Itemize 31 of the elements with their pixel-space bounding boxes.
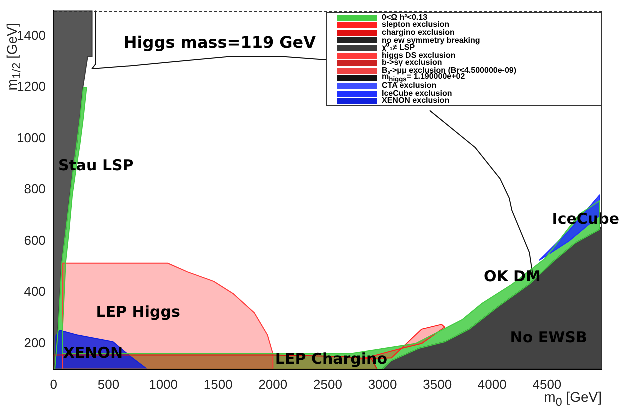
legend-label: b->sγ exclusion bbox=[382, 58, 442, 68]
y-tick-label: 1200 bbox=[17, 79, 46, 94]
text: Higgs mass=119 GeV bbox=[124, 32, 316, 52]
annotation: No EWSB bbox=[510, 328, 588, 346]
legend-label: chargino exclusion bbox=[382, 28, 455, 37]
x-axis-title: m$_{0}$ [GeV] bbox=[544, 389, 602, 410]
legend-label: slepton exclusion bbox=[382, 20, 450, 30]
x-tick-label: 3500 bbox=[423, 376, 452, 392]
legend-label: higgs DS exclusion bbox=[382, 50, 456, 60]
legend-label: no ew symmetry breaking bbox=[382, 36, 480, 45]
x-tick-label: 0 bbox=[50, 376, 58, 392]
legend-label: IceCube exclusion bbox=[382, 88, 452, 98]
x-tick-label: 500 bbox=[98, 376, 120, 392]
y-tick-label: 200 bbox=[24, 335, 46, 350]
x-tick-label: 1500 bbox=[204, 376, 233, 392]
x-tick-label: 2000 bbox=[258, 376, 288, 392]
y-tick-label: 1400 bbox=[17, 28, 46, 43]
x-tick-label: 2500 bbox=[314, 376, 342, 392]
y-tick-label: 600 bbox=[24, 232, 46, 248]
legend-label: 0<Ω h²<0.13 bbox=[382, 12, 428, 22]
x-tick-label: 1000 bbox=[149, 376, 178, 392]
y-tick-label: 400 bbox=[24, 284, 46, 300]
x-tick-label: 4500 bbox=[532, 376, 562, 392]
annotation: LEP Higgs bbox=[96, 302, 180, 321]
y-tick-label: 1000 bbox=[17, 130, 46, 146]
y-tick-label: 800 bbox=[24, 182, 46, 197]
legend-label: χ⁰₁≠ LSP bbox=[382, 43, 416, 52]
legend-label: XENON exclusion bbox=[382, 96, 450, 106]
x-tick-label: 4000 bbox=[478, 376, 507, 392]
x-tick-label: 3000 bbox=[368, 376, 398, 392]
legend-label: CTA exclusion bbox=[382, 81, 437, 90]
